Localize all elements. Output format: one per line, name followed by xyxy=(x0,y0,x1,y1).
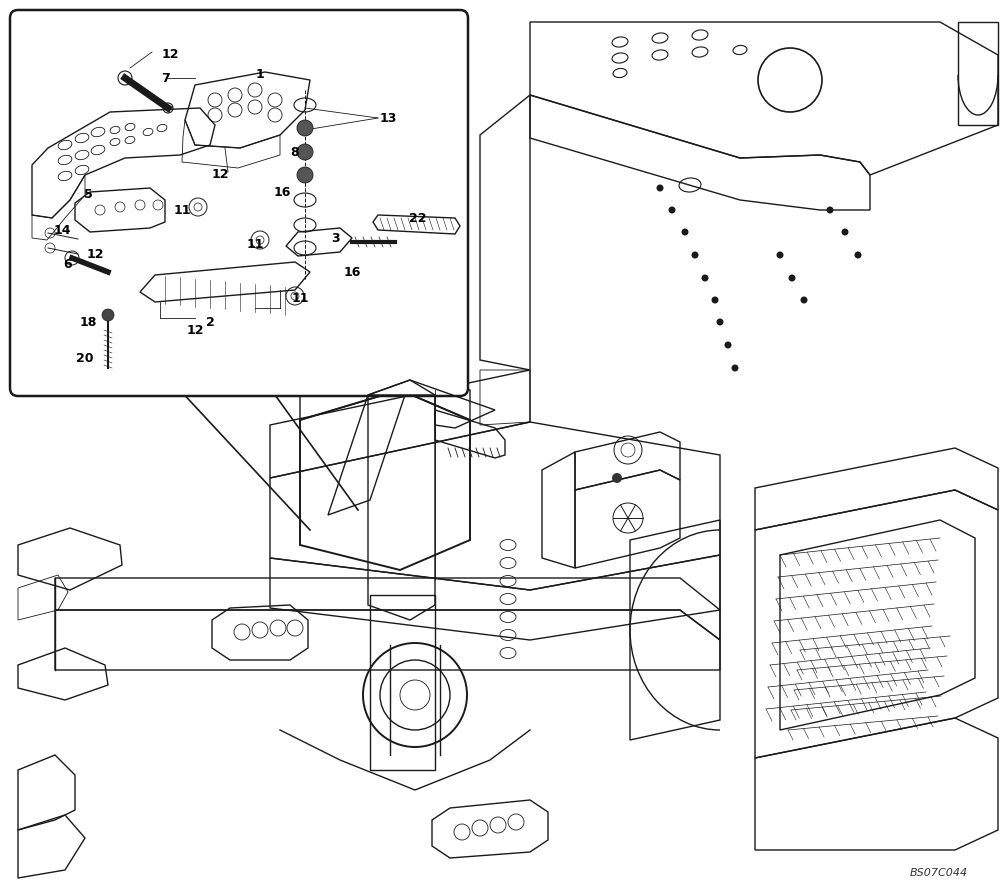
Text: 6: 6 xyxy=(64,259,72,271)
Text: 12: 12 xyxy=(161,48,179,62)
Circle shape xyxy=(297,120,313,136)
Text: 16: 16 xyxy=(343,265,361,279)
Circle shape xyxy=(712,297,718,304)
Circle shape xyxy=(732,365,738,372)
Text: 3: 3 xyxy=(331,231,339,245)
Circle shape xyxy=(776,252,784,259)
Circle shape xyxy=(826,206,834,213)
Circle shape xyxy=(842,228,848,236)
Text: 12: 12 xyxy=(186,323,204,337)
Text: 5: 5 xyxy=(84,188,92,202)
Text: 7: 7 xyxy=(161,72,169,84)
Text: 11: 11 xyxy=(173,203,191,217)
Text: 2: 2 xyxy=(206,315,214,329)
FancyBboxPatch shape xyxy=(10,10,468,396)
Text: 11: 11 xyxy=(246,238,264,252)
Circle shape xyxy=(682,228,688,236)
Circle shape xyxy=(724,341,732,349)
Circle shape xyxy=(800,297,808,304)
Text: 12: 12 xyxy=(211,168,229,182)
Circle shape xyxy=(102,309,114,321)
Circle shape xyxy=(297,144,313,160)
Text: 1: 1 xyxy=(256,68,264,82)
Circle shape xyxy=(656,185,664,192)
Circle shape xyxy=(716,318,724,325)
Text: 14: 14 xyxy=(53,223,71,237)
Circle shape xyxy=(668,206,676,213)
Text: BS07C044: BS07C044 xyxy=(910,868,968,878)
Text: 8: 8 xyxy=(291,145,299,159)
Text: 18: 18 xyxy=(79,315,97,329)
Circle shape xyxy=(612,473,622,483)
Circle shape xyxy=(788,274,796,281)
Text: 12: 12 xyxy=(86,248,104,262)
Circle shape xyxy=(692,252,698,259)
Text: 20: 20 xyxy=(76,351,94,365)
Text: 13: 13 xyxy=(379,111,397,125)
Circle shape xyxy=(297,167,313,183)
Circle shape xyxy=(854,252,862,259)
Text: 11: 11 xyxy=(291,291,309,305)
Text: 16: 16 xyxy=(273,185,291,199)
Text: 22: 22 xyxy=(409,211,427,225)
Circle shape xyxy=(702,274,708,281)
